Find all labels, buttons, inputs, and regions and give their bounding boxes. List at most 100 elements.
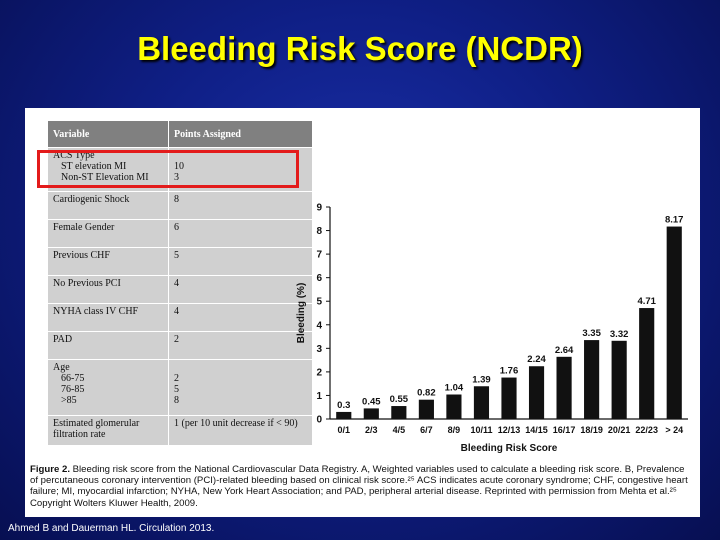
- y-tick-label: 3: [316, 344, 322, 355]
- points-value: 10: [174, 161, 184, 172]
- x-tick-label: 12/13: [498, 425, 521, 435]
- bar: [363, 408, 379, 419]
- bar: [611, 340, 627, 419]
- bar-data-label: 1.39: [472, 374, 491, 385]
- x-tick-label: 20/21: [608, 425, 631, 435]
- bar-data-label: 3.35: [582, 328, 601, 339]
- table-cell-variable: ACS Type ST elevation MI Non-ST Elevation …: [47, 147, 169, 192]
- bar: [639, 308, 655, 419]
- x-tick-label: 16/17: [553, 425, 576, 435]
- variable-label: No Previous PCI: [53, 278, 121, 289]
- points-table: Variable Points Assigned ACS Type ST elev…: [47, 120, 313, 446]
- bar-data-label: 2.64: [555, 345, 574, 356]
- points-value: 8: [174, 194, 179, 205]
- bar-data-label: 0.3: [337, 400, 350, 411]
- table-cell-variable: No Previous PCI: [47, 275, 169, 304]
- table-cell-variable: Age 66-75 76-85 >85: [47, 359, 169, 416]
- table-cell-variable: PAD: [47, 331, 169, 360]
- slide-title: Bleeding Risk Score (NCDR): [137, 30, 583, 67]
- table-row: No Previous PCI 4: [47, 275, 313, 304]
- variable-label: Age: [53, 362, 70, 373]
- y-tick-label: 9: [316, 203, 322, 214]
- points-value: 6: [174, 222, 179, 233]
- table-row: Previous CHF 5: [47, 247, 313, 276]
- table-cell-points: 4: [168, 275, 313, 304]
- variable-sub-label: 76-85: [61, 384, 85, 395]
- bar-data-label: 0.82: [417, 388, 436, 399]
- variable-sub-label: Non-ST Elevation MI: [61, 172, 149, 183]
- variable-label: PAD: [53, 334, 73, 345]
- y-tick-label: 2: [316, 367, 322, 378]
- table-cell-variable: Cardiogenic Shock: [47, 191, 169, 220]
- figure-caption: Figure 2. Bleeding risk score from the N…: [30, 464, 690, 509]
- table-cell-points: 4: [168, 303, 313, 332]
- table-cell-variable: NYHA class IV CHF: [47, 303, 169, 332]
- points-value: 5: [174, 384, 179, 395]
- points-value: 1 (per 10 unit decrease if < 90): [174, 418, 298, 429]
- table-header-row: Variable Points Assigned: [47, 120, 313, 148]
- bar: [391, 406, 407, 419]
- column-header-points: Points Assigned: [168, 120, 313, 148]
- bar-data-label: 4.71: [637, 296, 656, 307]
- table-row: Cardiogenic Shock 8: [47, 191, 313, 220]
- points-value: 2: [174, 373, 179, 384]
- variable-label: Estimated glomerular filtration rate: [53, 418, 140, 440]
- bar-data-label: 0.55: [390, 394, 409, 405]
- bar-data-label: 0.45: [362, 396, 381, 407]
- table-row: Estimated glomerular filtration rate 1 (p…: [47, 415, 313, 446]
- bar-data-label: 1.04: [445, 383, 464, 394]
- table-row: Female Gender 6: [47, 219, 313, 248]
- variable-label: NYHA class IV CHF: [53, 306, 139, 317]
- x-axis-title: Bleeding Risk Score: [461, 443, 558, 454]
- citation-credit: Ahmed B and Dauerman HL. Circulation 201…: [8, 523, 215, 534]
- table-cell-points: 8: [168, 191, 313, 220]
- y-tick-label: 4: [316, 320, 322, 331]
- table-cell-points: 1 (per 10 unit decrease if < 90): [168, 415, 313, 446]
- variable-label: Female Gender: [53, 222, 115, 233]
- variable-label: ACS Type: [53, 150, 95, 161]
- y-tick-label: 0: [316, 415, 322, 426]
- y-tick-label: 7: [316, 250, 322, 261]
- points-value: 8: [174, 395, 179, 406]
- points-value: 4: [174, 278, 179, 289]
- points-value: [174, 362, 307, 373]
- x-tick-label: 4/5: [393, 425, 406, 435]
- bar: [501, 377, 517, 419]
- bar: [418, 399, 434, 419]
- x-tick-label: 6/7: [420, 425, 433, 435]
- column-header-variable: Variable: [47, 120, 169, 148]
- bar: [556, 356, 572, 419]
- variable-sub-label: ST elevation MI: [61, 161, 127, 172]
- table-row: Age 66-75 76-85 >85 2 5 8: [47, 359, 313, 416]
- bar-data-label: 3.32: [610, 329, 629, 340]
- y-tick-label: 1: [316, 391, 322, 402]
- bleeding-bar-chart: 0 1 2 3 4 5 6 7 8 9 0.3 0/1 0.45 2/3 0.55 4/5 0.82 6/7 1.0…: [296, 203, 688, 454]
- points-value: 2: [174, 334, 179, 345]
- variable-label: Previous CHF: [53, 250, 110, 261]
- bar: [528, 366, 545, 419]
- x-tick-label: 8/9: [448, 425, 461, 435]
- table-cell-variable: Estimated glomerular filtration rate: [47, 415, 169, 446]
- table-row: ACS Type ST elevation MI Non-ST Elevation …: [47, 147, 313, 192]
- y-tick-label: 6: [316, 273, 322, 284]
- points-value: 4: [174, 306, 179, 317]
- bar: [446, 394, 462, 419]
- caption-label: Figure 2.: [30, 464, 70, 475]
- table-row: PAD 2: [47, 331, 313, 360]
- y-tick-label: 8: [316, 226, 322, 237]
- bar-data-label: 8.17: [665, 215, 684, 226]
- variable-sub-label: 66-75: [61, 373, 85, 384]
- variable-sub-label: >85: [61, 395, 77, 406]
- x-tick-label: > 24: [665, 425, 683, 435]
- points-value: 5: [174, 250, 179, 261]
- y-axis-title: Bleeding (%): [296, 283, 307, 344]
- bar: [473, 386, 490, 419]
- x-tick-label: 18/19: [580, 425, 603, 435]
- x-tick-label: 0/1: [338, 425, 351, 435]
- table-cell-points: 6: [168, 219, 313, 248]
- table-cell-variable: Previous CHF: [47, 247, 169, 276]
- points-value: 3: [174, 172, 179, 183]
- bar-data-label: 2.24: [527, 354, 546, 365]
- bar: [584, 340, 600, 419]
